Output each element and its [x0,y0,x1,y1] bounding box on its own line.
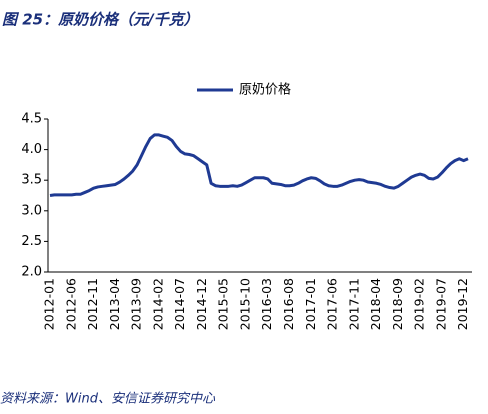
x-tick-label: 2014-07 [172,278,187,330]
y-tick-label: 4.5 [21,112,42,127]
x-tick-label: 2019-07 [433,278,448,330]
x-tick-label: 2013-04 [107,278,122,330]
x-tick-label: 2015-10 [237,278,252,330]
x-tick-label: 2016-03 [259,278,274,330]
source-note: 资料来源：Wind、安信证券研究中心 [0,391,216,407]
x-tick-label: 2015-05 [216,278,231,330]
x-tick-label: 2018-04 [368,278,383,330]
y-tick-label: 2.0 [21,265,42,280]
y-tick-label: 2.5 [21,234,42,249]
y-tick-label: 3.5 [21,173,42,188]
x-tick-label: 2014-02 [150,278,165,330]
x-tick-label: 2014-12 [194,278,209,330]
x-tick-label: 2016-08 [281,278,296,330]
x-tick-label: 2019-02 [412,278,427,330]
data-line [49,133,469,197]
legend-label: 原奶价格 [239,82,291,98]
y-tick-label: 3.0 [21,203,42,218]
x-tick-label: 2012-01 [42,278,57,330]
chart-title: 图 25：原奶价格（元/千克） [2,11,199,29]
x-tick-label: 2012-11 [85,278,100,330]
x-tick-label: 2017-06 [325,278,340,330]
x-tick-label: 2017-11 [346,278,361,330]
x-tick-label: 2017-01 [303,278,318,330]
x-tick-label: 2018-09 [390,278,405,330]
x-tick-label: 2013-09 [129,278,144,330]
x-tick-label: 2012-06 [63,278,78,330]
x-tick-label: 2019-12 [455,278,470,330]
y-tick-label: 4.0 [21,142,42,157]
